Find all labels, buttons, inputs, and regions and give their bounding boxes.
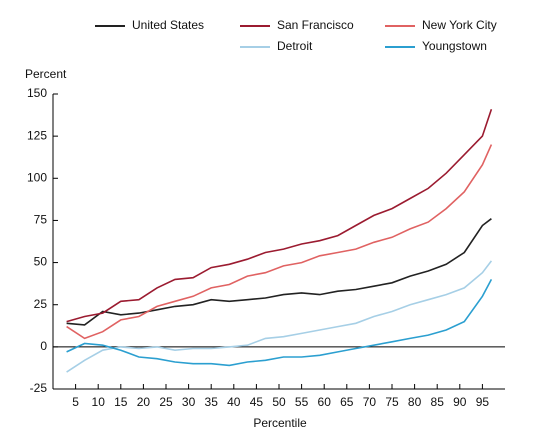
x-tick-label: 35 — [205, 395, 219, 409]
x-tick-label: 85 — [431, 395, 445, 409]
legend-label: New York City — [422, 18, 497, 32]
legend-label: United States — [132, 18, 204, 32]
y-tick-label: -25 — [30, 381, 48, 395]
x-tick-label: 65 — [340, 395, 354, 409]
x-tick-label: 20 — [137, 395, 151, 409]
series-line — [66, 144, 493, 340]
y-tick-label: 75 — [34, 213, 48, 227]
x-tick-label: 75 — [385, 395, 399, 409]
x-tick-label: 5 — [72, 395, 79, 409]
y-tick-label: 0 — [40, 339, 47, 353]
x-tick-label: 95 — [476, 395, 490, 409]
y-tick-label: 150 — [27, 86, 47, 100]
x-tick-label: 70 — [363, 395, 377, 409]
x-tick-label: 55 — [295, 395, 309, 409]
x-axis-label: Percentile — [253, 416, 307, 430]
series-line — [66, 108, 493, 323]
x-tick-label: 25 — [159, 395, 173, 409]
legend-label: Detroit — [277, 39, 313, 53]
y-tick-label: 25 — [34, 297, 48, 311]
series-line — [66, 279, 493, 367]
x-tick-label: 60 — [318, 395, 332, 409]
x-tick-label: 40 — [227, 395, 241, 409]
y-tick-label: 50 — [34, 255, 48, 269]
series-line — [66, 218, 492, 326]
x-tick-label: 15 — [114, 395, 128, 409]
series-line — [66, 260, 493, 373]
x-tick-label: 10 — [92, 395, 106, 409]
x-tick-label: 50 — [272, 395, 286, 409]
x-tick-label: 45 — [250, 395, 264, 409]
y-tick-label: 100 — [27, 170, 47, 184]
x-tick-label: 80 — [408, 395, 422, 409]
y-tick-label: 125 — [27, 128, 47, 142]
y-axis-label: Percent — [25, 67, 67, 81]
legend-label: Youngstown — [422, 39, 487, 53]
x-tick-label: 90 — [453, 395, 467, 409]
legend-label: San Francisco — [277, 18, 354, 32]
x-tick-label: 30 — [182, 395, 196, 409]
